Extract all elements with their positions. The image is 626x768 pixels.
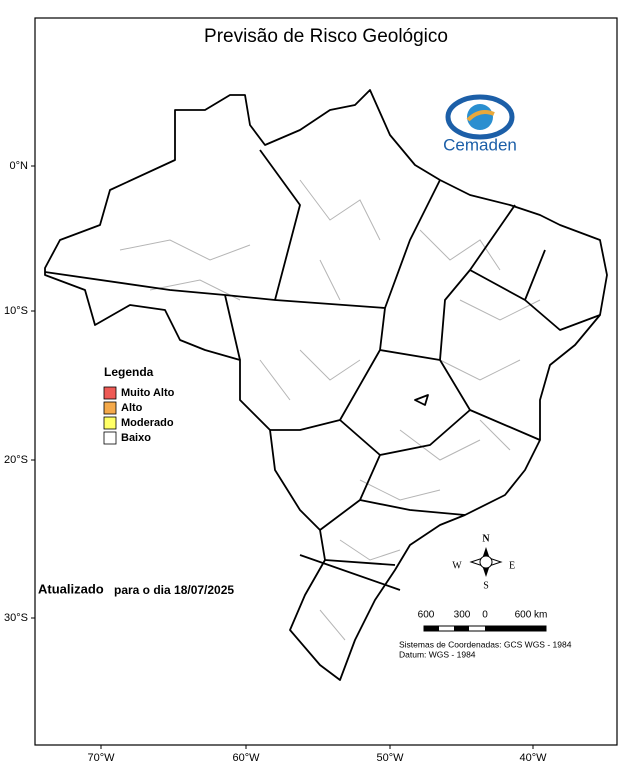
compass-west: W — [452, 560, 462, 571]
logo-text: Cemaden — [443, 135, 517, 154]
legend-swatch — [103, 416, 117, 430]
legend-swatch — [103, 431, 117, 445]
scale-label: 600 — [418, 610, 435, 621]
compass: N S E W — [452, 533, 515, 591]
longitude-labels: 70°W 60°W 50°W 40°W — [87, 745, 547, 764]
longitude-label: 70°W — [87, 752, 115, 764]
footer-line: Datum: WGS - 1984 — [399, 649, 476, 659]
scale-segment — [454, 626, 469, 631]
scale-label: 0 — [482, 610, 488, 621]
scale-segment — [424, 626, 439, 631]
compass-east: E — [509, 560, 515, 571]
map-title: Previsão de Risco Geológico — [204, 26, 448, 47]
legend-swatch — [103, 401, 117, 415]
update-text: para o dia 18/07/2025 — [114, 583, 234, 597]
latitude-label: 10°S — [4, 305, 28, 317]
legend-title: Legenda — [104, 365, 154, 379]
legend-label: Baixo — [121, 432, 151, 444]
longitude-label: 60°W — [232, 752, 260, 764]
compass-north: N — [482, 533, 490, 544]
scale-label: 300 — [454, 610, 471, 621]
scale-bar: 600 300 0 600 km — [418, 610, 548, 632]
legend-label: Muito Alto — [121, 387, 175, 399]
country-outline — [44, 89, 608, 681]
brazil-map — [44, 89, 608, 681]
legend-label: Alto — [121, 402, 143, 414]
footer-line: Sistemas de Coordenadas: GCS WGS - 1984 — [399, 639, 572, 649]
legend-swatch — [103, 386, 117, 400]
logo-swoosh — [466, 110, 495, 122]
latitude-label: 0°N — [10, 160, 29, 172]
legend: Legenda Muito Alto Alto Moderado Baixo — [103, 365, 175, 445]
longitude-label: 40°W — [519, 752, 547, 764]
logo: Cemaden — [443, 94, 517, 154]
latitude-label: 30°S — [4, 612, 28, 624]
compass-center — [479, 555, 493, 569]
state-borders — [44, 149, 601, 591]
map-frame — [34, 17, 618, 746]
scale-label: 600 km — [515, 610, 548, 621]
scale-segment — [485, 626, 546, 631]
legend-label: Moderado — [121, 417, 174, 429]
update-prefix: Atualizado — [38, 581, 104, 596]
latitude-labels: 0°N 10°S 20°S 30°S — [4, 160, 35, 624]
compass-south: S — [483, 580, 489, 591]
municipal-borders — [119, 179, 541, 641]
logo-eye — [445, 94, 515, 140]
longitude-label: 50°W — [376, 752, 404, 764]
latitude-label: 20°S — [4, 454, 28, 466]
